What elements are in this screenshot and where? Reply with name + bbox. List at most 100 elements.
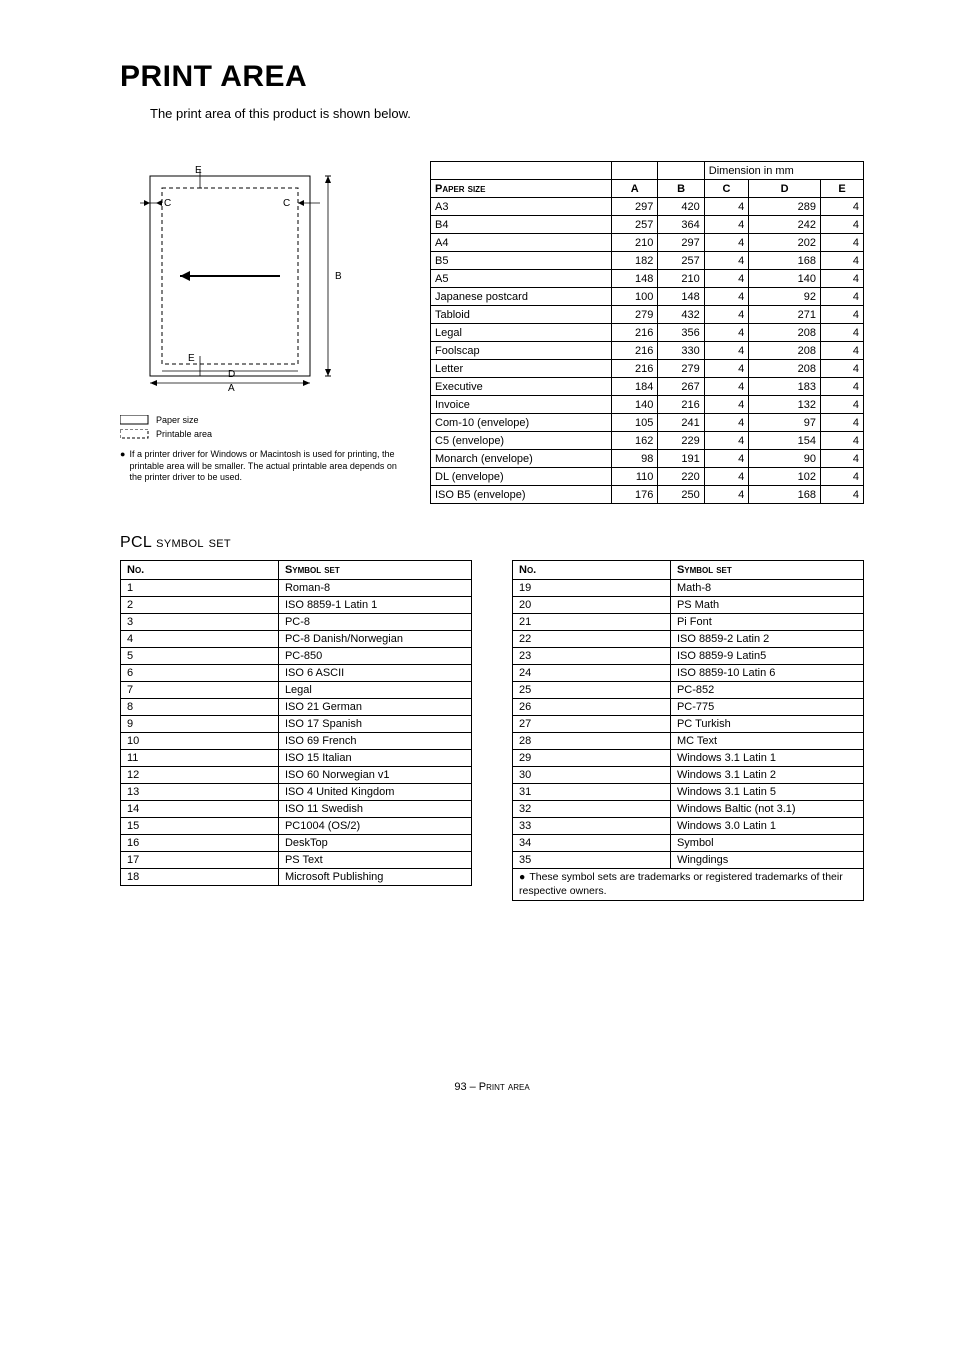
page-footer: 93 – Print area: [120, 1081, 864, 1093]
cell-e: 4: [821, 342, 864, 360]
cell-b: 267: [658, 378, 704, 396]
cell-e: 4: [821, 288, 864, 306]
cell-paper-name: A4: [431, 234, 612, 252]
cell-c: 4: [704, 252, 748, 270]
cell-b: 356: [658, 324, 704, 342]
table-row: 23ISO 8859-9 Latin5: [513, 648, 864, 665]
cell-d: 97: [749, 414, 821, 432]
cell-no: 22: [513, 631, 671, 648]
cell-symbol-set: ISO 15 Italian: [278, 750, 471, 767]
cell-c: 4: [704, 396, 748, 414]
cell-d: 208: [749, 360, 821, 378]
cell-symbol-set: Symbol: [670, 835, 863, 852]
symbol-table-right: No. Symbol set 19Math-820PS Math21Pi Fon…: [512, 560, 864, 901]
cell-no: 4: [121, 631, 279, 648]
cell-no: 13: [121, 784, 279, 801]
cell-d: 208: [749, 342, 821, 360]
cell-symbol-set: ISO 69 French: [278, 733, 471, 750]
table-row: 17PS Text: [121, 852, 472, 869]
diagram-label-e: E: [195, 165, 202, 176]
cell-e: 4: [821, 396, 864, 414]
cell-b: 210: [658, 270, 704, 288]
cell-symbol-set: ISO 11 Swedish: [278, 801, 471, 818]
header-symbol-set: Symbol set: [670, 561, 863, 580]
cell-d: 168: [749, 252, 821, 270]
cell-symbol-set: ISO 6 ASCII: [278, 665, 471, 682]
cell-d: 271: [749, 306, 821, 324]
cell-b: 229: [658, 432, 704, 450]
cell-a: 210: [612, 234, 658, 252]
table-row: 13ISO 4 United Kingdom: [121, 784, 472, 801]
svg-text:E: E: [188, 353, 195, 364]
cell-no: 17: [121, 852, 279, 869]
cell-c: 4: [704, 234, 748, 252]
cell-a: 216: [612, 360, 658, 378]
cell-no: 29: [513, 750, 671, 767]
dimension-table: Dimension in mm Paper size A B C D E A32…: [430, 161, 864, 504]
cell-d: 208: [749, 324, 821, 342]
cell-b: 216: [658, 396, 704, 414]
cell-e: 4: [821, 216, 864, 234]
cell-paper-name: A3: [431, 198, 612, 216]
cell-no: 25: [513, 682, 671, 699]
cell-a: 110: [612, 468, 658, 486]
cell-paper-name: Executive: [431, 378, 612, 396]
table-row: 15PC1004 (OS/2): [121, 818, 472, 835]
cell-c: 4: [704, 414, 748, 432]
cell-a: 140: [612, 396, 658, 414]
svg-text:C: C: [283, 198, 290, 209]
cell-d: 289: [749, 198, 821, 216]
cell-a: 148: [612, 270, 658, 288]
cell-paper-name: Letter: [431, 360, 612, 378]
table-row: 1Roman-8: [121, 580, 472, 597]
cell-no: 6: [121, 665, 279, 682]
cell-no: 18: [121, 869, 279, 886]
cell-no: 5: [121, 648, 279, 665]
cell-a: 176: [612, 486, 658, 504]
table-row: Tabloid27943242714: [431, 306, 864, 324]
cell-d: 102: [749, 468, 821, 486]
cell-d: 168: [749, 486, 821, 504]
cell-b: 220: [658, 468, 704, 486]
table-row: 35Wingdings: [513, 852, 864, 869]
cell-symbol-set: ISO 17 Spanish: [278, 716, 471, 733]
cell-b: 250: [658, 486, 704, 504]
cell-no: 34: [513, 835, 671, 852]
cell-e: 4: [821, 324, 864, 342]
cell-symbol-set: Microsoft Publishing: [278, 869, 471, 886]
table-row: Letter21627942084: [431, 360, 864, 378]
table-row: 33Windows 3.0 Latin 1: [513, 818, 864, 835]
cell-no: 23: [513, 648, 671, 665]
cell-b: 279: [658, 360, 704, 378]
header-paper-size: Paper size: [431, 180, 612, 198]
cell-paper-name: DL (envelope): [431, 468, 612, 486]
cell-no: 26: [513, 699, 671, 716]
cell-paper-name: Tabloid: [431, 306, 612, 324]
cell-symbol-set: ISO 4 United Kingdom: [278, 784, 471, 801]
cell-no: 9: [121, 716, 279, 733]
cell-no: 15: [121, 818, 279, 835]
pcl-heading: PCL symbol set: [120, 534, 864, 552]
table-row: 14ISO 11 Swedish: [121, 801, 472, 818]
cell-d: 132: [749, 396, 821, 414]
table-row: 31Windows 3.1 Latin 5: [513, 784, 864, 801]
cell-b: 330: [658, 342, 704, 360]
cell-paper-name: Monarch (envelope): [431, 450, 612, 468]
symbol-footnote: ●These symbol sets are trademarks or reg…: [513, 869, 864, 901]
table-row: Legal21635642084: [431, 324, 864, 342]
cell-symbol-set: PS Text: [278, 852, 471, 869]
header-a: A: [612, 180, 658, 198]
intro-text: The print area of this product is shown …: [150, 106, 864, 121]
cell-no: 20: [513, 597, 671, 614]
cell-no: 33: [513, 818, 671, 835]
legend-printable-area: Printable area: [120, 429, 400, 439]
cell-d: 140: [749, 270, 821, 288]
cell-symbol-set: Wingdings: [670, 852, 863, 869]
cell-e: 4: [821, 378, 864, 396]
table-row: DL (envelope)11022041024: [431, 468, 864, 486]
table-row: 25PC-852: [513, 682, 864, 699]
cell-b: 257: [658, 252, 704, 270]
cell-c: 4: [704, 342, 748, 360]
cell-e: 4: [821, 306, 864, 324]
cell-a: 297: [612, 198, 658, 216]
